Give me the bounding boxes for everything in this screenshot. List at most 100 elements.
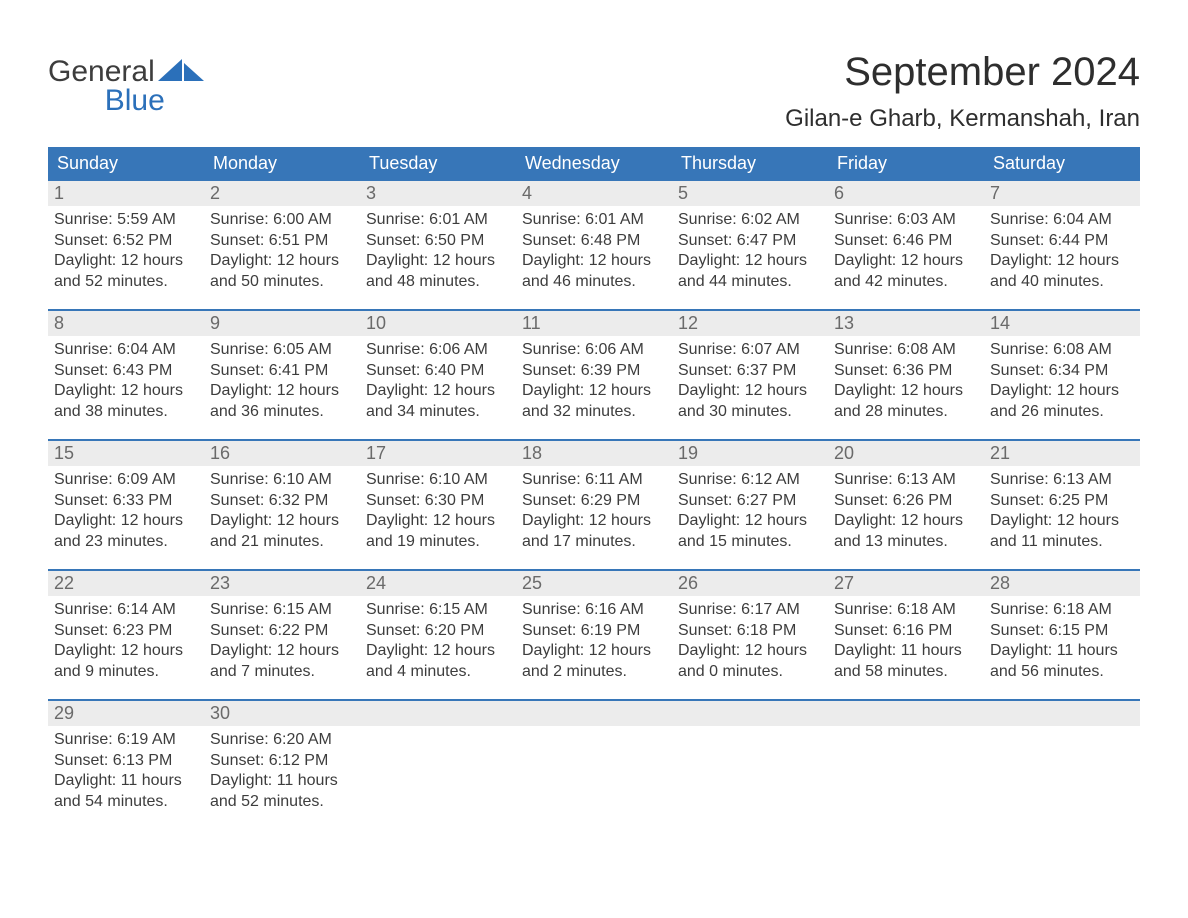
day-header: Friday [828, 147, 984, 181]
day-number: 29 [48, 701, 204, 726]
calendar: Sunday Monday Tuesday Wednesday Thursday… [48, 147, 1140, 829]
day-body: Sunrise: 6:08 AMSunset: 6:36 PMDaylight:… [828, 336, 984, 428]
day-body: Sunrise: 6:03 AMSunset: 6:46 PMDaylight:… [828, 206, 984, 298]
day-number: 7 [984, 181, 1140, 206]
daylight-line1: Daylight: 12 hours [54, 381, 198, 401]
sunset-text: Sunset: 6:50 PM [366, 231, 510, 251]
daylight-line1: Daylight: 12 hours [54, 641, 198, 661]
day-body: Sunrise: 6:00 AMSunset: 6:51 PMDaylight:… [204, 206, 360, 298]
day-number: 27 [828, 571, 984, 596]
sunset-text: Sunset: 6:34 PM [990, 361, 1134, 381]
sunrise-text: Sunrise: 6:17 AM [678, 600, 822, 620]
day-cell: 10Sunrise: 6:06 AMSunset: 6:40 PMDayligh… [360, 311, 516, 439]
day-body: Sunrise: 6:11 AMSunset: 6:29 PMDaylight:… [516, 466, 672, 558]
daylight-line2: and 19 minutes. [366, 532, 510, 552]
logo-text: General GenBlue [48, 58, 204, 115]
day-header-row: Sunday Monday Tuesday Wednesday Thursday… [48, 147, 1140, 181]
day-number: 20 [828, 441, 984, 466]
daylight-line2: and 38 minutes. [54, 402, 198, 422]
day-number: 23 [204, 571, 360, 596]
day-cell: 22Sunrise: 6:14 AMSunset: 6:23 PMDayligh… [48, 571, 204, 699]
day-number: 3 [360, 181, 516, 206]
daylight-line1: Daylight: 12 hours [366, 251, 510, 271]
sunrise-text: Sunrise: 6:15 AM [210, 600, 354, 620]
day-header: Wednesday [516, 147, 672, 181]
day-body: Sunrise: 6:01 AMSunset: 6:50 PMDaylight:… [360, 206, 516, 298]
daylight-line1: Daylight: 12 hours [54, 511, 198, 531]
logo-word2: Blue [105, 84, 165, 117]
sunset-text: Sunset: 6:52 PM [54, 231, 198, 251]
daylight-line1: Daylight: 12 hours [366, 511, 510, 531]
daylight-line2: and 52 minutes. [210, 792, 354, 812]
day-body: Sunrise: 6:17 AMSunset: 6:18 PMDaylight:… [672, 596, 828, 688]
sunrise-text: Sunrise: 6:15 AM [366, 600, 510, 620]
sunrise-text: Sunrise: 6:04 AM [990, 210, 1134, 230]
sunset-text: Sunset: 6:16 PM [834, 621, 978, 641]
sunset-text: Sunset: 6:41 PM [210, 361, 354, 381]
daylight-line1: Daylight: 12 hours [678, 511, 822, 531]
day-number: 11 [516, 311, 672, 336]
week-row: 1Sunrise: 5:59 AMSunset: 6:52 PMDaylight… [48, 181, 1140, 309]
day-body: Sunrise: 6:01 AMSunset: 6:48 PMDaylight:… [516, 206, 672, 298]
daylight-line2: and 54 minutes. [54, 792, 198, 812]
sunrise-text: Sunrise: 6:14 AM [54, 600, 198, 620]
daylight-line2: and 23 minutes. [54, 532, 198, 552]
daylight-line1: Daylight: 12 hours [366, 381, 510, 401]
day-header: Sunday [48, 147, 204, 181]
daylight-line2: and 2 minutes. [522, 662, 666, 682]
day-cell: 18Sunrise: 6:11 AMSunset: 6:29 PMDayligh… [516, 441, 672, 569]
day-number: 22 [48, 571, 204, 596]
day-body: Sunrise: 6:15 AMSunset: 6:22 PMDaylight:… [204, 596, 360, 688]
sunrise-text: Sunrise: 6:18 AM [990, 600, 1134, 620]
daylight-line2: and 28 minutes. [834, 402, 978, 422]
day-number: 2 [204, 181, 360, 206]
day-cell: 9Sunrise: 6:05 AMSunset: 6:41 PMDaylight… [204, 311, 360, 439]
sunrise-text: Sunrise: 6:11 AM [522, 470, 666, 490]
sunset-text: Sunset: 6:33 PM [54, 491, 198, 511]
day-cell: 28Sunrise: 6:18 AMSunset: 6:15 PMDayligh… [984, 571, 1140, 699]
day-cell: 16Sunrise: 6:10 AMSunset: 6:32 PMDayligh… [204, 441, 360, 569]
day-cell: 23Sunrise: 6:15 AMSunset: 6:22 PMDayligh… [204, 571, 360, 699]
sunset-text: Sunset: 6:19 PM [522, 621, 666, 641]
sunset-text: Sunset: 6:27 PM [678, 491, 822, 511]
week-row: 15Sunrise: 6:09 AMSunset: 6:33 PMDayligh… [48, 439, 1140, 569]
daylight-line2: and 7 minutes. [210, 662, 354, 682]
daylight-line2: and 44 minutes. [678, 272, 822, 292]
daylight-line2: and 30 minutes. [678, 402, 822, 422]
empty-day-header [828, 701, 984, 726]
day-body: Sunrise: 6:07 AMSunset: 6:37 PMDaylight:… [672, 336, 828, 428]
daylight-line2: and 52 minutes. [54, 272, 198, 292]
sunset-text: Sunset: 6:26 PM [834, 491, 978, 511]
day-cell: 4Sunrise: 6:01 AMSunset: 6:48 PMDaylight… [516, 181, 672, 309]
day-cell: 8Sunrise: 6:04 AMSunset: 6:43 PMDaylight… [48, 311, 204, 439]
day-header: Tuesday [360, 147, 516, 181]
daylight-line1: Daylight: 12 hours [834, 251, 978, 271]
sunset-text: Sunset: 6:48 PM [522, 231, 666, 251]
sunset-text: Sunset: 6:39 PM [522, 361, 666, 381]
daylight-line1: Daylight: 12 hours [54, 251, 198, 271]
day-cell: 29Sunrise: 6:19 AMSunset: 6:13 PMDayligh… [48, 701, 204, 829]
day-cell: 24Sunrise: 6:15 AMSunset: 6:20 PMDayligh… [360, 571, 516, 699]
daylight-line1: Daylight: 12 hours [522, 381, 666, 401]
day-body: Sunrise: 5:59 AMSunset: 6:52 PMDaylight:… [48, 206, 204, 298]
week-row: 22Sunrise: 6:14 AMSunset: 6:23 PMDayligh… [48, 569, 1140, 699]
day-number: 16 [204, 441, 360, 466]
day-body: Sunrise: 6:13 AMSunset: 6:26 PMDaylight:… [828, 466, 984, 558]
day-cell: 15Sunrise: 6:09 AMSunset: 6:33 PMDayligh… [48, 441, 204, 569]
day-cell: 25Sunrise: 6:16 AMSunset: 6:19 PMDayligh… [516, 571, 672, 699]
daylight-line1: Daylight: 11 hours [834, 641, 978, 661]
day-cell: 21Sunrise: 6:13 AMSunset: 6:25 PMDayligh… [984, 441, 1140, 569]
day-body: Sunrise: 6:05 AMSunset: 6:41 PMDaylight:… [204, 336, 360, 428]
day-body: Sunrise: 6:18 AMSunset: 6:16 PMDaylight:… [828, 596, 984, 688]
daylight-line2: and 13 minutes. [834, 532, 978, 552]
day-body: Sunrise: 6:04 AMSunset: 6:44 PMDaylight:… [984, 206, 1140, 298]
sunrise-text: Sunrise: 6:10 AM [210, 470, 354, 490]
day-number: 6 [828, 181, 984, 206]
day-body: Sunrise: 6:14 AMSunset: 6:23 PMDaylight:… [48, 596, 204, 688]
day-number: 15 [48, 441, 204, 466]
page-header: General GenBlue September 2024 Gilan-e G… [48, 50, 1140, 133]
daylight-line2: and 40 minutes. [990, 272, 1134, 292]
sunrise-text: Sunrise: 6:01 AM [522, 210, 666, 230]
empty-day-header [360, 701, 516, 726]
day-number: 17 [360, 441, 516, 466]
